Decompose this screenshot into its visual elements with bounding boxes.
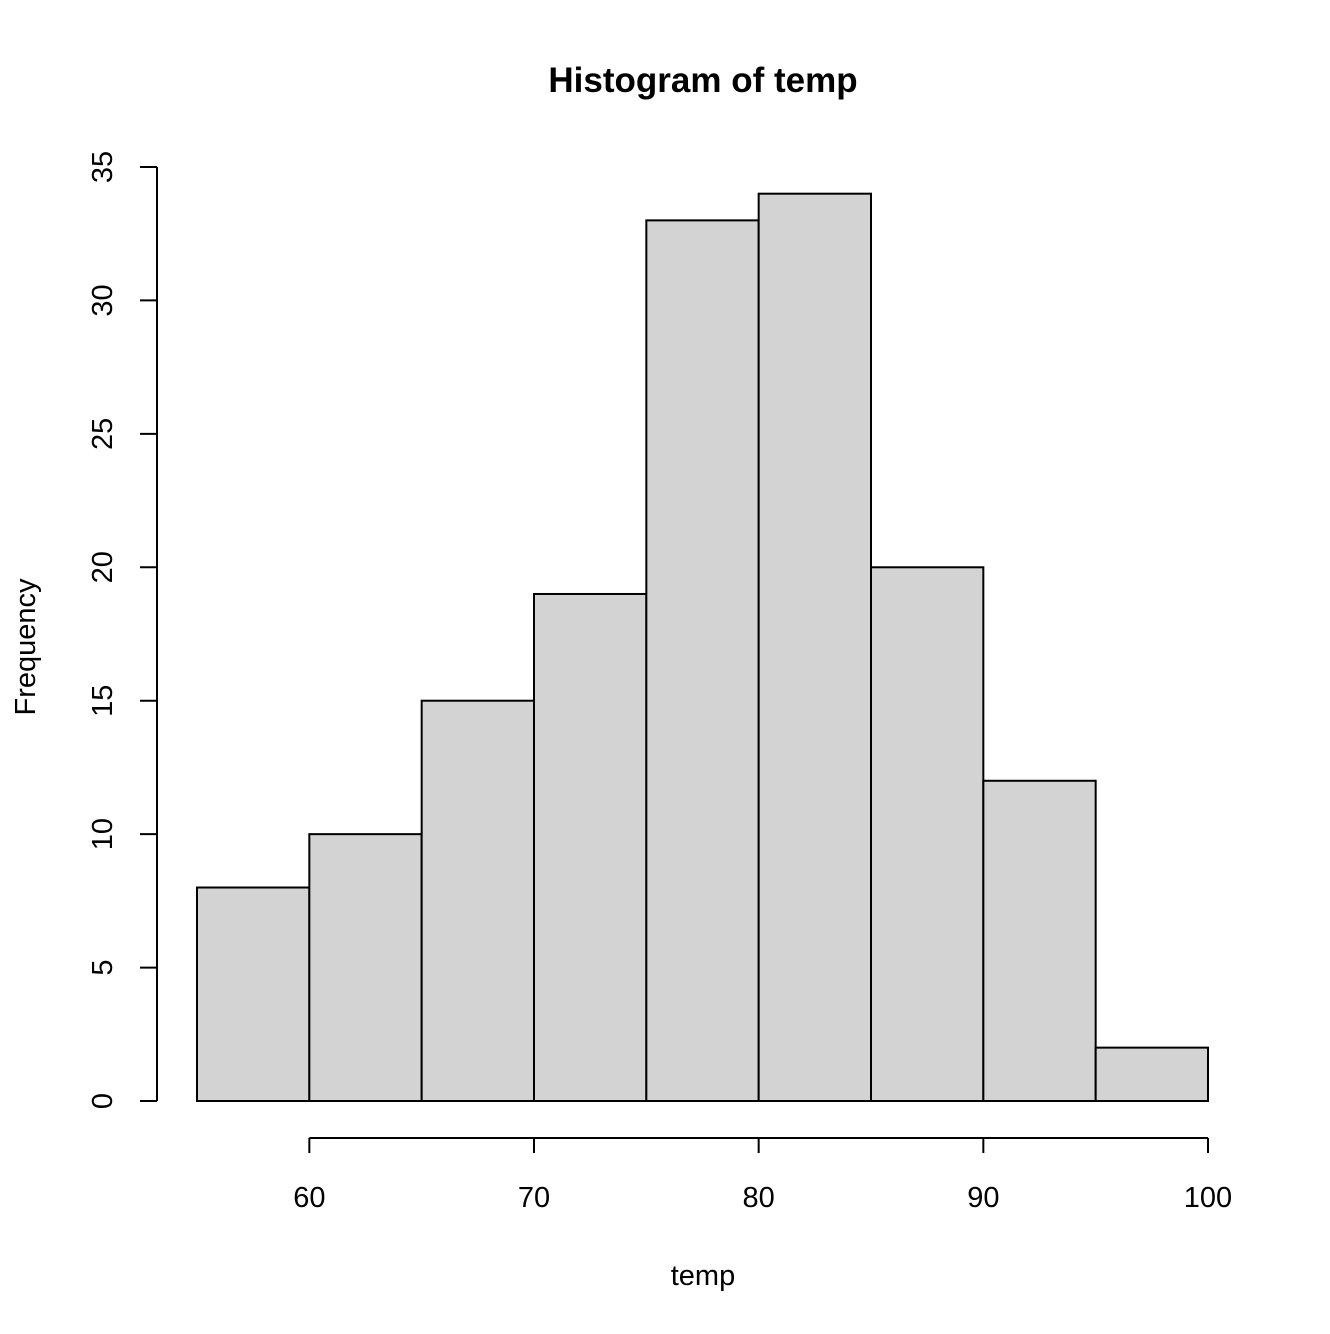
x-axis: 60 70 80 90 100 <box>293 1137 1232 1214</box>
histogram-bar-95-100 <box>1094 1046 1209 1102</box>
y-tick-label-35: 35 <box>87 151 119 183</box>
histogram-bar-80-85 <box>757 192 873 1102</box>
histogram-bar-70-75 <box>533 592 648 1102</box>
y-axis-label: Frequency <box>10 578 42 716</box>
y-tick-label-30: 30 <box>87 284 119 316</box>
bars-group <box>196 192 1209 1103</box>
y-tick-label-0: 0 <box>87 1093 119 1109</box>
histogram-bar-85-90 <box>870 566 985 1102</box>
x-tick-label-60: 60 <box>293 1182 325 1214</box>
x-tick-label-100: 100 <box>1184 1182 1232 1214</box>
chart-title: Histogram of temp <box>548 61 857 100</box>
y-axis: 0 5 10 15 20 25 30 35 <box>87 151 158 1109</box>
x-tick-label-70: 70 <box>518 1182 550 1214</box>
histogram-bar-75-80 <box>645 219 760 1103</box>
y-tick-label-15: 15 <box>87 685 119 717</box>
x-tick-label-90: 90 <box>967 1182 999 1214</box>
histogram-bar-55-60 <box>196 886 311 1102</box>
y-tick-label-10: 10 <box>87 818 119 850</box>
histogram-bar-60-65 <box>308 833 423 1103</box>
y-tick-label-20: 20 <box>87 551 119 583</box>
y-tick-label-5: 5 <box>87 960 119 976</box>
histogram-bar-65-70 <box>420 699 535 1102</box>
y-tick-label-25: 25 <box>87 418 119 450</box>
histogram-bar-90-95 <box>982 779 1097 1102</box>
x-tick-label-80: 80 <box>743 1182 775 1214</box>
x-axis-label: temp <box>671 1260 735 1292</box>
